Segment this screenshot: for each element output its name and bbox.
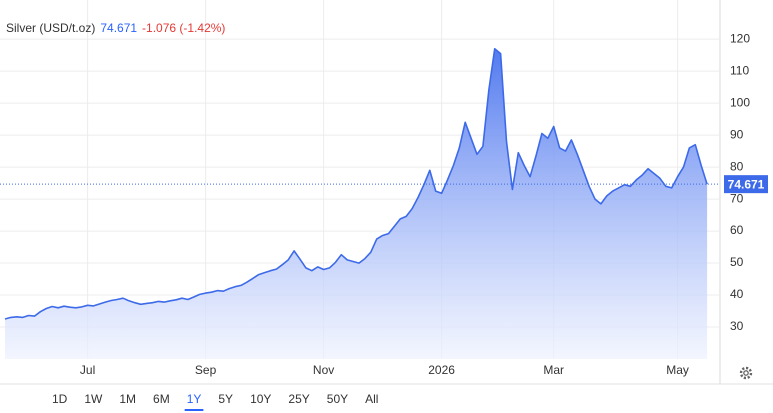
range-button[interactable]: 1Y <box>187 392 202 406</box>
x-tick-label: Sep <box>195 363 217 377</box>
y-tick-label: 40 <box>730 287 744 301</box>
settings-icon[interactable] <box>739 366 753 380</box>
range-button[interactable]: 5Y <box>218 392 233 406</box>
y-tick-label: 90 <box>730 127 744 141</box>
area <box>5 48 708 360</box>
range-button[interactable]: All <box>365 392 378 406</box>
range-button[interactable]: 1M <box>119 392 136 406</box>
range-button[interactable]: 10Y <box>250 392 271 406</box>
price: 74.671 <box>100 21 137 35</box>
last-price-label: 74.671 <box>728 177 765 191</box>
y-tick-label: 120 <box>730 31 750 45</box>
range-selector: 1D 1W 1M 6M 1Y 5Y 10Y 25Y 50Y All <box>52 392 378 411</box>
y-tick-label: 60 <box>730 223 744 237</box>
plot <box>0 0 720 360</box>
x-tick-label: 2026 <box>428 363 455 377</box>
range-button[interactable]: 6M <box>153 392 170 406</box>
x-tick-label: Jul <box>80 363 95 377</box>
y-tick-label: 30 <box>730 319 744 333</box>
x-tick-label: Nov <box>313 363 334 377</box>
y-tick-label: 110 <box>730 63 749 77</box>
x-tick-label: Mar <box>543 363 564 377</box>
y-tick-label: 80 <box>730 159 744 173</box>
range-button[interactable]: 50Y <box>327 392 348 406</box>
y-tick-label: 50 <box>730 255 744 269</box>
last-price-box <box>724 175 768 194</box>
y-tick-label: 70 <box>730 191 744 205</box>
x-tick-label: May <box>666 363 689 377</box>
range-button[interactable]: 1D <box>52 392 68 406</box>
change: -1.076 (-1.42%) <box>142 21 225 35</box>
instrument-title: Silver (USD/t.oz) <box>6 21 95 35</box>
range-button[interactable]: 25Y <box>288 392 309 406</box>
line <box>4 48 708 320</box>
y-tick-label: 100 <box>730 95 750 109</box>
range-button[interactable]: 1W <box>84 392 103 406</box>
